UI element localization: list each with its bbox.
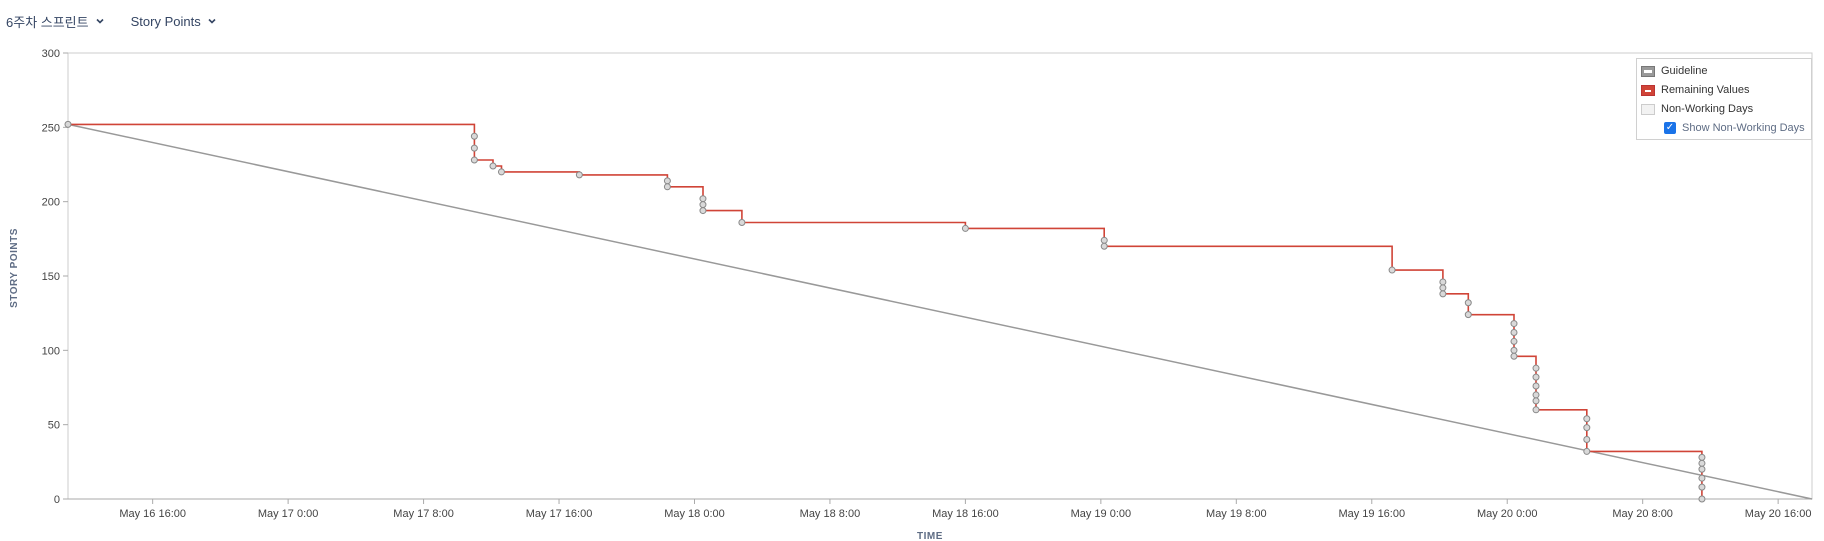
x-tick-label: May 20 0:00	[1477, 508, 1538, 520]
y-tick-label: 50	[48, 420, 60, 432]
data-point	[575, 171, 583, 179]
data-point	[489, 162, 497, 170]
sprint-select[interactable]: 6주차 스프린트	[6, 12, 105, 31]
data-point	[663, 183, 671, 191]
data-point	[1439, 290, 1447, 298]
data-point	[1464, 299, 1472, 307]
chart-series	[64, 120, 1813, 503]
x-tick-label: May 19 0:00	[1071, 508, 1132, 520]
data-point	[1100, 242, 1108, 250]
legend-item-non-working[interactable]: Non-Working Days	[1641, 101, 1753, 117]
data-point	[470, 132, 478, 140]
y-tick-label: 300	[42, 48, 60, 60]
data-point	[738, 218, 746, 226]
data-point	[1510, 346, 1518, 354]
x-tick-label: May 18 8:00	[800, 508, 861, 520]
data-point	[1532, 391, 1540, 399]
x-tick-label: May 19 16:00	[1338, 508, 1405, 520]
chart-legend: Guideline Remaining Values Non-Working D…	[1636, 58, 1812, 140]
guideline-swatch	[1641, 65, 1655, 77]
x-tick-label: May 20 16:00	[1745, 508, 1812, 520]
y-axis-title: STORY POINTS	[9, 228, 20, 308]
legend-remaining-label: Remaining Values	[1661, 84, 1750, 96]
data-point	[663, 177, 671, 185]
metric-select[interactable]: Story Points	[131, 14, 217, 29]
data-point	[1439, 284, 1447, 292]
remaining-values-series	[68, 123, 1703, 499]
data-point	[699, 207, 707, 215]
x-tick-label: May 18 0:00	[664, 508, 725, 520]
chevron-down-icon	[208, 18, 216, 24]
data-point	[1388, 266, 1396, 274]
x-tick-label: May 17 16:00	[526, 508, 593, 520]
data-point	[497, 168, 505, 176]
legend-item-guideline[interactable]: Guideline	[1641, 63, 1707, 79]
data-point	[1510, 320, 1518, 328]
data-point	[1532, 364, 1540, 372]
data-point	[1698, 453, 1706, 461]
data-point	[699, 195, 707, 203]
legend-guideline-label: Guideline	[1661, 65, 1708, 77]
data-point	[1698, 474, 1706, 482]
x-tick-label: May 17 0:00	[258, 508, 319, 520]
remaining-swatch	[1641, 84, 1655, 96]
y-tick-label: 100	[42, 345, 60, 357]
non-working-swatch	[1641, 103, 1655, 115]
y-tick-label: 150	[42, 271, 60, 283]
chart-axes: 0 50 100 150 200 250 300 May 16 16:00 May 17 0:0…	[42, 48, 1813, 520]
plot-area	[67, 52, 1813, 500]
y-tick-label: 0	[54, 494, 60, 506]
x-tick-label: May 16 16:00	[119, 508, 186, 520]
data-point	[1510, 337, 1518, 345]
data-point	[1100, 236, 1108, 244]
data-point	[1583, 424, 1591, 432]
metric-select-label: Story Points	[130, 13, 201, 29]
legend-item-remaining[interactable]: Remaining Values	[1641, 82, 1749, 98]
sprint-select-label: 6주차 스프린트	[6, 14, 89, 30]
data-point	[1698, 483, 1706, 491]
x-tick-label: May 19 8:00	[1206, 508, 1267, 520]
data-point	[1698, 495, 1706, 503]
data-point	[1532, 397, 1540, 405]
data-point	[699, 201, 707, 209]
data-point	[1464, 311, 1472, 319]
y-tick-label: 200	[42, 197, 60, 209]
toolbar: 6주차 스프린트 Story Points	[6, 10, 217, 32]
guideline-series	[67, 123, 1813, 500]
data-point	[1583, 436, 1591, 444]
data-point	[961, 224, 969, 232]
x-tick-label: May 20 8:00	[1612, 508, 1673, 520]
checkbox-checked-icon[interactable]: ✓	[1664, 122, 1676, 134]
x-tick-label: May 18 16:00	[932, 508, 999, 520]
data-point	[1439, 278, 1447, 286]
data-point	[64, 120, 72, 128]
x-axis-title: TIME	[917, 531, 943, 541]
data-point	[1532, 382, 1540, 390]
data-point	[1698, 465, 1706, 473]
data-point	[470, 144, 478, 152]
chevron-down-icon	[96, 18, 104, 24]
data-point	[1583, 415, 1591, 423]
data-point	[1510, 328, 1518, 336]
data-point	[1532, 406, 1540, 414]
y-tick-label: 250	[42, 122, 60, 134]
x-tick-label: May 17 8:00	[393, 508, 454, 520]
legend-non-working-label: Non-Working Days	[1661, 103, 1754, 115]
show-non-working-toggle[interactable]: ✓ Show Non-Working Days	[1664, 120, 1805, 136]
data-point	[470, 156, 478, 164]
data-point	[1583, 447, 1591, 455]
data-point	[1698, 459, 1706, 467]
data-point	[1532, 373, 1540, 381]
data-point	[1510, 352, 1518, 360]
show-non-working-label: Show Non-Working Days	[1682, 122, 1805, 134]
